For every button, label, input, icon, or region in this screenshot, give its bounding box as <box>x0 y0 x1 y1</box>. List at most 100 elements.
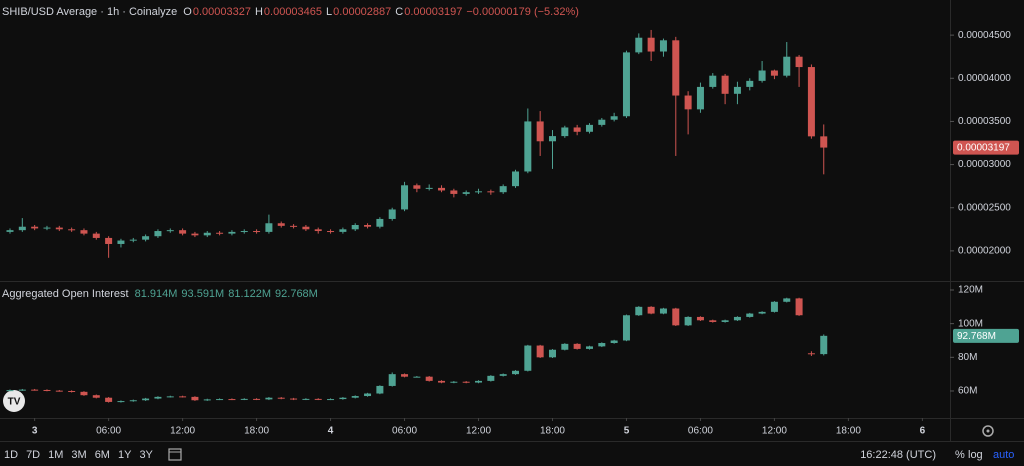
header-field-label: O <box>183 6 192 18</box>
candle-body <box>314 398 322 400</box>
candle-body <box>684 316 692 326</box>
header-field-label: H <box>255 6 263 18</box>
header-field-value: 0.00002887 <box>333 6 391 18</box>
y-tick-label: 120M <box>958 285 983 296</box>
candle-body <box>783 298 791 302</box>
candle-body <box>68 229 76 231</box>
candle-body <box>770 301 778 312</box>
candle-body <box>672 308 680 326</box>
candle-body <box>746 313 754 317</box>
calendar-icon[interactable] <box>168 448 182 461</box>
candle-body <box>43 227 51 229</box>
y-tick-label: 0.00003000 <box>958 159 1011 170</box>
candle-body <box>721 320 729 322</box>
candle-body <box>203 232 211 236</box>
candle-body <box>499 186 507 193</box>
candle-body <box>561 343 569 350</box>
candle-body <box>18 389 26 391</box>
range-button[interactable]: 3M <box>71 449 86 461</box>
candle-body <box>314 229 322 232</box>
candle-body <box>413 185 421 189</box>
candle-body <box>253 398 261 400</box>
candle-body <box>228 231 236 234</box>
candle-body <box>290 398 298 400</box>
candle-body <box>92 395 100 398</box>
candle-body <box>154 396 162 399</box>
x-tick-label: 3 <box>32 426 38 437</box>
candle-body <box>302 398 310 400</box>
candle-body <box>548 349 556 358</box>
candle-body <box>721 75 729 94</box>
candle-body <box>684 95 692 110</box>
clock: 16:22:48 (UTC) <box>860 449 936 461</box>
header-field-value: −0.00000179 (−5.32%) <box>466 6 579 18</box>
candle-body <box>277 397 285 399</box>
candle-body <box>43 389 51 391</box>
candle-body <box>253 231 261 233</box>
candle-body <box>512 370 520 375</box>
y-tick-label: 60M <box>958 386 977 397</box>
range-button[interactable]: 1D <box>4 449 18 461</box>
candle-body <box>622 315 630 341</box>
candle-body <box>807 67 815 137</box>
candle-body <box>487 191 495 193</box>
candle-body <box>536 121 544 142</box>
candle-body <box>783 56 791 76</box>
candle-body <box>55 390 63 392</box>
candle-body <box>216 232 224 234</box>
candle-body <box>425 376 433 381</box>
x-tick-label: 12:00 <box>466 426 491 437</box>
header-title: SHIB/USD Average · 1h · Coinalyze <box>2 6 177 18</box>
candle-body <box>401 374 409 377</box>
y-tick-label: 0.00003500 <box>958 116 1011 127</box>
range-button[interactable]: 1Y <box>118 449 132 461</box>
candle-body <box>462 192 470 194</box>
x-tick-label: 06:00 <box>96 426 121 437</box>
candle-body <box>746 80 754 87</box>
candle-body <box>31 389 39 391</box>
candle-body <box>450 381 458 383</box>
candle-body <box>191 233 199 236</box>
candle-body <box>154 231 162 237</box>
header-field-value: 92.768M <box>275 288 318 300</box>
header-field-value: 0.00003465 <box>264 6 322 18</box>
candle-body <box>327 231 335 233</box>
header-field-value: 0.00003197 <box>404 6 462 18</box>
candle-body <box>265 223 273 232</box>
header-field-value: 93.591M <box>181 288 224 300</box>
candle-body <box>364 224 372 227</box>
range-button[interactable]: 1M <box>48 449 63 461</box>
settings-icon[interactable] <box>982 425 994 437</box>
candle-body <box>277 223 285 226</box>
candle-body <box>733 86 741 94</box>
x-tick-label: 06:00 <box>392 426 417 437</box>
candle-body <box>647 37 655 52</box>
x-tick-label: 5 <box>624 426 630 437</box>
range-button[interactable]: 6M <box>95 449 110 461</box>
range-button[interactable]: 7D <box>26 449 40 461</box>
candle-body <box>179 396 187 398</box>
y-tick-label: 0.00004500 <box>958 30 1011 41</box>
candle-body <box>388 374 396 386</box>
y-tick-label: 0.00002500 <box>958 202 1011 213</box>
scale-option[interactable]: auto <box>993 449 1014 461</box>
candle-body <box>438 187 446 191</box>
candle-body <box>68 390 76 392</box>
candle-body <box>561 127 569 137</box>
x-tick-label: 6 <box>920 426 926 437</box>
x-tick-label: 18:00 <box>836 426 861 437</box>
range-button[interactable]: 3Y <box>139 449 153 461</box>
candle-body <box>672 40 680 96</box>
scale-option[interactable]: % <box>955 449 965 461</box>
candle-body <box>55 227 63 230</box>
scale-option[interactable]: log <box>968 449 983 461</box>
candle-body <box>795 298 803 316</box>
header-field-label: C <box>395 6 403 18</box>
candle-body <box>622 52 630 117</box>
candle-body <box>339 229 347 232</box>
candle-body <box>475 191 483 193</box>
candle-body <box>117 401 125 403</box>
candle-body <box>351 224 359 230</box>
candle-body <box>166 396 174 398</box>
candle-body <box>31 226 39 229</box>
